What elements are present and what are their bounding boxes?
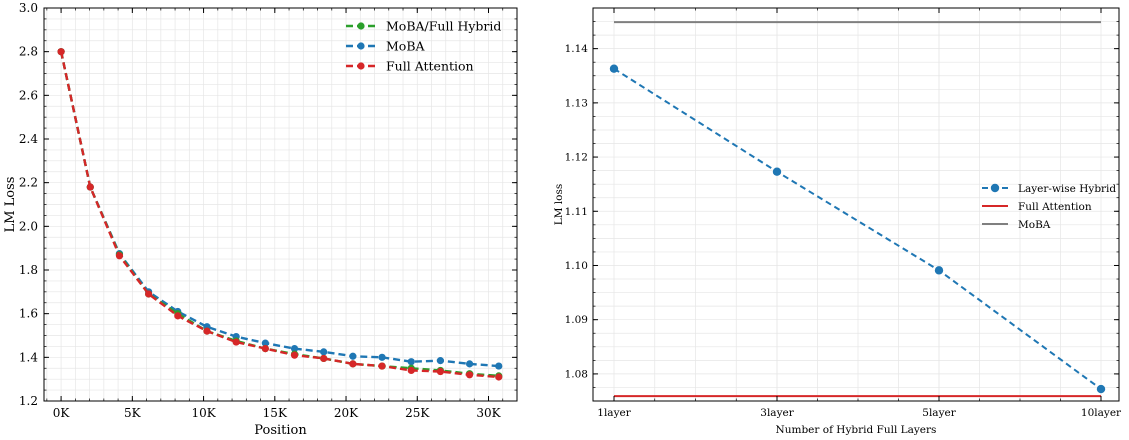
right-y-tick-label: 1.12	[565, 152, 588, 164]
left-x-tick-label: 25K	[405, 406, 430, 420]
left-data-point	[232, 338, 240, 346]
left-data-point	[320, 354, 328, 363]
right-legend-marker	[990, 183, 1000, 193]
left-series-line	[59, 51, 499, 368]
right-data-point	[1096, 384, 1106, 394]
left-data-point	[203, 327, 211, 335]
right-legend-entry: Full Attention	[982, 201, 1092, 213]
left-data-point	[115, 252, 124, 260]
left-data-point	[86, 183, 94, 191]
right-ticks: 1layer 3layer 5layer 10layer 1.08 1.09 1.10 1.1…	[565, 7, 1122, 419]
left-y-tick-label: 1.6	[19, 307, 38, 321]
left-legend-label: MoBA/Full Hybrid	[386, 19, 501, 34]
right-legend: Layer-wise Hybrid Full Attention MoBA	[982, 183, 1116, 231]
right-y-axis-label: LM loss	[553, 184, 565, 226]
left-data-point	[349, 360, 357, 368]
left-data-point	[465, 360, 474, 368]
left-legend-label: MoBA	[386, 39, 426, 54]
left-data-point	[407, 366, 415, 375]
left-x-tick-label: 15K	[263, 406, 288, 420]
left-x-axis-label: Position	[254, 423, 307, 438]
left-data-point	[407, 358, 415, 366]
right-chart: 1layer 3layer 5layer 10layer 1.08 1.09 1.10 1.1…	[553, 7, 1122, 436]
left-y-tick-label: 2.4	[19, 132, 38, 146]
left-x-tick-label: 0K	[53, 406, 71, 420]
left-data-point	[57, 48, 65, 56]
left-legend: MoBA/Full Hybrid MoBA Full Attention	[346, 19, 501, 74]
left-series-line	[59, 51, 499, 378]
left-data-point	[349, 352, 357, 360]
left-data-point	[145, 290, 153, 298]
right-legend-entry: MoBA	[982, 219, 1051, 231]
left-data-point	[320, 348, 328, 356]
left-data-point	[495, 373, 503, 381]
right-data-point	[772, 167, 782, 176]
right-data-point	[934, 266, 944, 275]
right-x-tick-label: 10layer	[1081, 407, 1122, 419]
right-x-tick-label: 3layer	[760, 407, 794, 419]
right-x-tick-label: 1layer	[597, 407, 631, 419]
right-plot-frame	[592, 7, 1120, 402]
left-data-point	[436, 367, 445, 376]
left-data-point	[378, 362, 386, 370]
left-y-tick-label: 1.2	[19, 394, 38, 408]
right-x-axis-label: Number of Hybrid Full Layers	[776, 424, 937, 436]
right-y-tick-label: 1.14	[565, 43, 589, 55]
right-y-tick-label: 1.10	[565, 260, 588, 272]
left-series-line	[59, 51, 499, 379]
left-data-point	[495, 362, 503, 370]
left-y-tick-label: 1.4	[19, 350, 38, 364]
left-ticks: 0K 5K 10K 15K 20K 25K 30K 1.2 1.4 1.6 1.8 2.0 2.2 2.4…	[19, 1, 518, 420]
right-legend-label: MoBA	[1018, 219, 1051, 231]
left-data-point	[436, 357, 445, 365]
left-legend-marker	[357, 42, 365, 50]
left-y-tick-label: 3.0	[19, 1, 38, 15]
left-data-point	[378, 353, 386, 361]
left-data-point	[261, 345, 269, 353]
left-legend-entry: MoBA/Full Hybrid	[346, 19, 501, 34]
left-data-point	[261, 339, 269, 347]
right-grid	[593, 7, 1119, 401]
right-data-point	[609, 64, 619, 73]
left-y-tick-label: 2.0	[19, 219, 38, 233]
right-legend-label: Layer-wise Hybrid	[1018, 183, 1116, 195]
left-x-tick-label: 10K	[191, 406, 216, 420]
left-legend-label: Full Attention	[386, 59, 474, 74]
right-y-tick-label: 1.09	[565, 314, 588, 326]
left-data-point	[174, 312, 182, 320]
right-y-tick-label: 1.11	[565, 206, 588, 218]
left-x-tick-label: 30K	[476, 406, 501, 420]
left-data-point	[465, 371, 474, 379]
left-y-tick-label: 2.2	[19, 176, 38, 190]
right-y-tick-label: 1.08	[565, 368, 588, 380]
left-y-axis-label: LM Loss	[3, 177, 18, 233]
right-y-tick-label: 1.13	[565, 97, 588, 109]
right-series	[609, 21, 1106, 398]
right-series-line	[613, 67, 1102, 390]
right-legend-label: Full Attention	[1018, 201, 1092, 213]
right-legend-entry: Layer-wise Hybrid	[982, 183, 1116, 195]
left-series	[57, 48, 503, 381]
left-chart: 0K 5K 10K 15K 20K 25K 30K 1.2 1.4 1.6 1.8 2.0 2.2 2.4…	[3, 1, 518, 438]
left-data-point	[290, 345, 299, 353]
left-legend-entry: Full Attention	[346, 59, 474, 74]
left-legend-marker	[357, 62, 365, 70]
left-legend-marker	[357, 22, 365, 30]
left-data-point	[290, 351, 299, 359]
left-y-tick-label: 2.6	[19, 88, 38, 102]
left-x-tick-label: 5K	[124, 406, 142, 420]
left-x-tick-label: 20K	[334, 406, 359, 420]
left-y-tick-label: 2.8	[19, 45, 38, 59]
left-legend-entry: MoBA	[346, 39, 426, 54]
right-x-tick-label: 5layer	[922, 407, 956, 419]
left-y-tick-label: 1.8	[19, 263, 38, 277]
